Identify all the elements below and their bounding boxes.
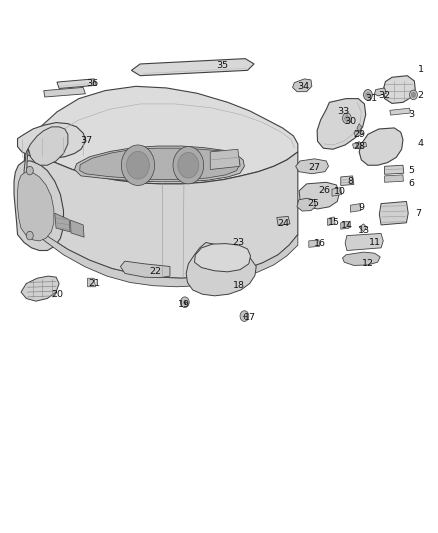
- Circle shape: [366, 92, 370, 98]
- Polygon shape: [71, 220, 84, 237]
- Polygon shape: [277, 216, 290, 225]
- Polygon shape: [299, 182, 339, 209]
- Polygon shape: [210, 149, 240, 169]
- Text: 1: 1: [417, 65, 424, 74]
- Text: 36: 36: [86, 79, 98, 88]
- Polygon shape: [374, 88, 386, 96]
- Text: 25: 25: [307, 199, 319, 208]
- Polygon shape: [328, 217, 335, 225]
- Polygon shape: [131, 59, 254, 76]
- Text: 6: 6: [409, 180, 415, 188]
- Text: 5: 5: [409, 166, 415, 175]
- Circle shape: [343, 113, 351, 124]
- Circle shape: [364, 90, 372, 100]
- Polygon shape: [385, 165, 404, 174]
- Polygon shape: [88, 278, 95, 287]
- Polygon shape: [383, 76, 415, 103]
- Polygon shape: [18, 123, 85, 158]
- Polygon shape: [120, 261, 170, 278]
- Circle shape: [410, 90, 417, 100]
- Polygon shape: [25, 213, 298, 287]
- Circle shape: [26, 166, 33, 175]
- Text: 17: 17: [244, 313, 256, 321]
- Polygon shape: [293, 79, 312, 92]
- Polygon shape: [18, 172, 54, 241]
- Polygon shape: [390, 108, 410, 115]
- Polygon shape: [24, 152, 298, 278]
- Polygon shape: [332, 188, 342, 196]
- Text: 14: 14: [341, 221, 353, 230]
- Polygon shape: [357, 141, 362, 149]
- Text: 32: 32: [378, 92, 391, 100]
- Text: 11: 11: [368, 238, 381, 247]
- Text: 27: 27: [308, 164, 321, 172]
- Polygon shape: [309, 240, 320, 247]
- Polygon shape: [385, 175, 403, 182]
- Circle shape: [240, 311, 249, 321]
- Polygon shape: [359, 128, 403, 165]
- Text: 3: 3: [409, 110, 415, 119]
- Text: 4: 4: [417, 140, 424, 148]
- Text: 24: 24: [277, 220, 290, 228]
- Circle shape: [173, 147, 204, 184]
- Text: 35: 35: [216, 61, 229, 69]
- Circle shape: [121, 145, 155, 185]
- Polygon shape: [357, 124, 362, 132]
- Polygon shape: [359, 224, 367, 232]
- Text: 31: 31: [365, 94, 378, 103]
- Text: 23: 23: [233, 238, 245, 247]
- Polygon shape: [44, 87, 85, 97]
- Polygon shape: [341, 176, 354, 185]
- Text: 8: 8: [347, 177, 353, 185]
- Circle shape: [180, 297, 189, 308]
- Polygon shape: [297, 198, 315, 211]
- Polygon shape: [57, 79, 96, 88]
- Polygon shape: [354, 130, 363, 137]
- Polygon shape: [317, 99, 366, 149]
- Polygon shape: [186, 243, 256, 296]
- Text: 15: 15: [328, 218, 340, 227]
- Polygon shape: [74, 146, 244, 182]
- Text: 9: 9: [358, 204, 364, 212]
- Text: 18: 18: [233, 281, 245, 289]
- Text: 2: 2: [417, 92, 424, 100]
- Text: 19: 19: [178, 301, 190, 309]
- Text: 12: 12: [362, 260, 374, 268]
- Polygon shape: [353, 142, 367, 148]
- Text: 28: 28: [353, 142, 365, 151]
- Text: 29: 29: [353, 130, 365, 139]
- Polygon shape: [345, 233, 383, 251]
- Polygon shape: [194, 244, 251, 272]
- Text: 30: 30: [344, 117, 357, 126]
- Text: 37: 37: [81, 136, 93, 144]
- Polygon shape: [14, 161, 64, 251]
- Polygon shape: [350, 204, 361, 212]
- Polygon shape: [24, 127, 68, 197]
- Text: 34: 34: [297, 82, 309, 91]
- Text: 13: 13: [358, 226, 371, 235]
- Polygon shape: [24, 86, 298, 184]
- Circle shape: [26, 231, 33, 240]
- Text: 33: 33: [337, 108, 350, 116]
- Text: 10: 10: [333, 188, 346, 196]
- Text: 26: 26: [318, 186, 330, 195]
- Polygon shape: [296, 159, 328, 174]
- Text: 16: 16: [314, 239, 326, 248]
- Text: 21: 21: [88, 279, 100, 288]
- Circle shape: [127, 151, 149, 179]
- Polygon shape: [21, 276, 59, 301]
- Text: 20: 20: [51, 290, 63, 299]
- Polygon shape: [344, 115, 350, 123]
- Polygon shape: [55, 213, 70, 232]
- Polygon shape: [379, 201, 408, 225]
- Circle shape: [411, 92, 416, 98]
- Polygon shape: [343, 252, 380, 265]
- Polygon shape: [80, 148, 240, 180]
- Polygon shape: [341, 221, 349, 229]
- Text: 22: 22: [149, 268, 162, 276]
- Text: 7: 7: [415, 209, 421, 217]
- Circle shape: [178, 152, 199, 178]
